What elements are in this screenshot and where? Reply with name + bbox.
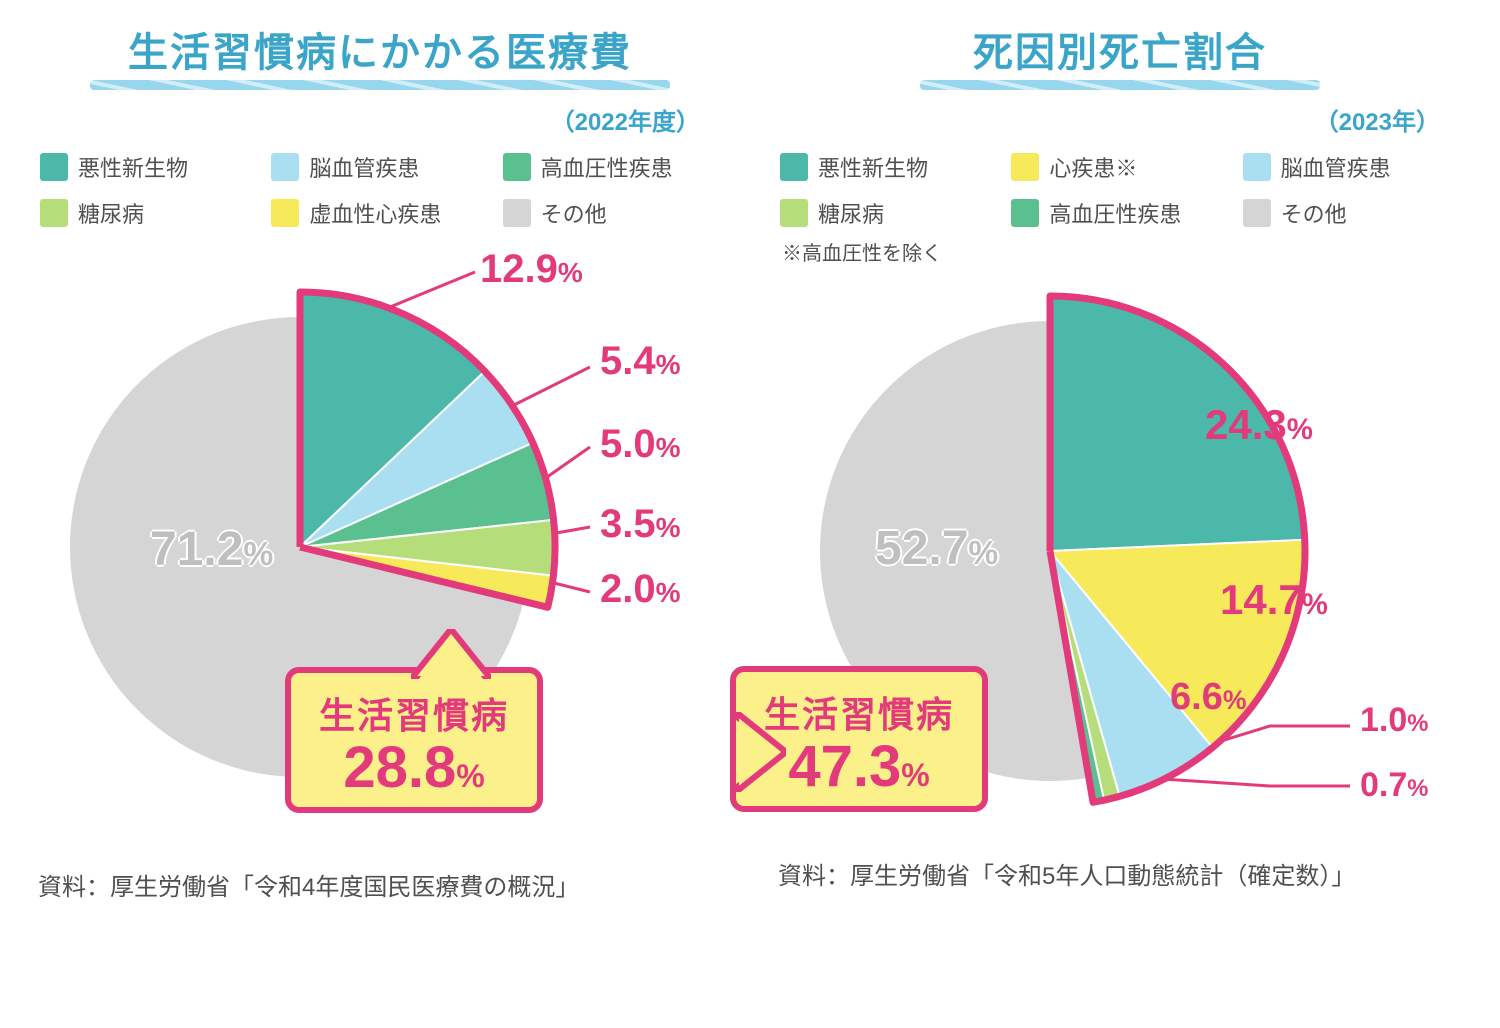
legend-label: 虚血性心疾患 (309, 197, 441, 229)
legend-label: 悪性新生物 (818, 151, 928, 183)
legend-label: 脳血管疾患 (309, 151, 419, 183)
right-year: （2023年） (770, 102, 1470, 137)
legend-item: 心疾患※ (1011, 151, 1228, 183)
right-label-2: 14.7% (1220, 576, 1328, 624)
legend-label: 悪性新生物 (78, 151, 188, 183)
left-legend: 悪性新生物 脳血管疾患 高血圧性疾患糖尿病 虚血性心疾患 その他 (40, 151, 720, 229)
legend-label: 心疾患※ (1049, 151, 1137, 183)
legend-swatch (40, 153, 68, 181)
right-title-underline (920, 80, 1320, 90)
legend-label: 糖尿病 (818, 197, 884, 229)
legend-swatch (1011, 153, 1039, 181)
left-title-underline (90, 80, 670, 90)
leader-line (390, 272, 475, 307)
right-callout-value: 47.3% (764, 738, 954, 796)
legend-swatch (1011, 199, 1039, 227)
right-source: 資料：厚生労働省「令和5年人口動態統計（確定数）」 (770, 856, 1470, 891)
legend-item: 高血圧性疾患 (503, 151, 720, 183)
legend-label: その他 (1281, 197, 1347, 229)
legend-swatch (1243, 153, 1271, 181)
left-label-5: 2.0% (600, 567, 681, 612)
legend-swatch (780, 199, 808, 227)
right-legend-note: ※高血圧性を除く (782, 237, 1470, 266)
legend-swatch (271, 153, 299, 181)
death-cause-panel: 死因別死亡割合 （2023年） 悪性新生物 心疾患※ 脳血管疾患糖尿病 高血圧性疾患 そ… (770, 20, 1470, 1008)
left-other-label: 71.2% (150, 522, 273, 577)
right-label-1: 24.3% (1205, 401, 1313, 449)
legend-label: 高血圧性疾患 (541, 151, 673, 183)
legend-swatch (271, 199, 299, 227)
left-label-4: 3.5% (600, 502, 681, 547)
legend-label: 糖尿病 (78, 197, 144, 229)
legend-swatch (1243, 199, 1271, 227)
legend-swatch (40, 199, 68, 227)
legend-item: 悪性新生物 (40, 151, 257, 183)
legend-item: 虚血性心疾患 (271, 197, 488, 229)
right-legend: 悪性新生物 心疾患※ 脳血管疾患糖尿病 高血圧性疾患 その他 (780, 151, 1460, 229)
right-label-4: 1.0% (1360, 701, 1428, 740)
legend-label: 高血圧性疾患 (1049, 197, 1181, 229)
left-callout-value: 28.8% (319, 739, 509, 797)
left-title: 生活習慣病にかかる医療費 (30, 20, 730, 78)
legend-item: 脳血管疾患 (1243, 151, 1460, 183)
legend-item: その他 (1243, 197, 1460, 229)
left-label-1: 12.9% (480, 247, 583, 292)
legend-swatch (780, 153, 808, 181)
right-label-5: 0.7% (1360, 766, 1428, 805)
leader-line (510, 367, 590, 407)
legend-item: 悪性新生物 (780, 151, 997, 183)
right-chart: 52.7% 24.3% 14.7% 6.6% 1.0% 0.7% (770, 266, 1470, 846)
legend-label: その他 (541, 197, 607, 229)
legend-item: その他 (503, 197, 720, 229)
left-source: 資料：厚生労働省「令和4年度国民医療費の概況」 (30, 867, 730, 902)
right-label-3: 6.6% (1170, 676, 1246, 719)
legend-swatch (503, 199, 531, 227)
legend-label: 脳血管疾患 (1281, 151, 1391, 183)
left-label-3: 5.0% (600, 422, 681, 467)
medical-cost-panel: 生活習慣病にかかる医療費 （2022年度） 悪性新生物 脳血管疾患 高血圧性疾患糖尿… (30, 20, 730, 1008)
left-chart: 71.2% 12.9% 5.4% 5.0% 3.5% 2.0% (30, 237, 730, 857)
legend-item: 脳血管疾患 (271, 151, 488, 183)
right-callout: 生活習慣病 47.3% (730, 666, 988, 812)
left-callout: 生活習慣病 28.8% (285, 667, 543, 813)
right-title: 死因別死亡割合 (770, 20, 1470, 78)
legend-item: 糖尿病 (40, 197, 257, 229)
right-callout-title: 生活習慣病 (764, 686, 954, 738)
left-year: （2022年度） (30, 102, 730, 137)
legend-swatch (503, 153, 531, 181)
right-other-label: 52.7% (875, 521, 998, 576)
left-label-2: 5.4% (600, 339, 681, 384)
legend-item: 糖尿病 (780, 197, 997, 229)
legend-item: 高血圧性疾患 (1011, 197, 1228, 229)
left-callout-title: 生活習慣病 (319, 687, 509, 739)
